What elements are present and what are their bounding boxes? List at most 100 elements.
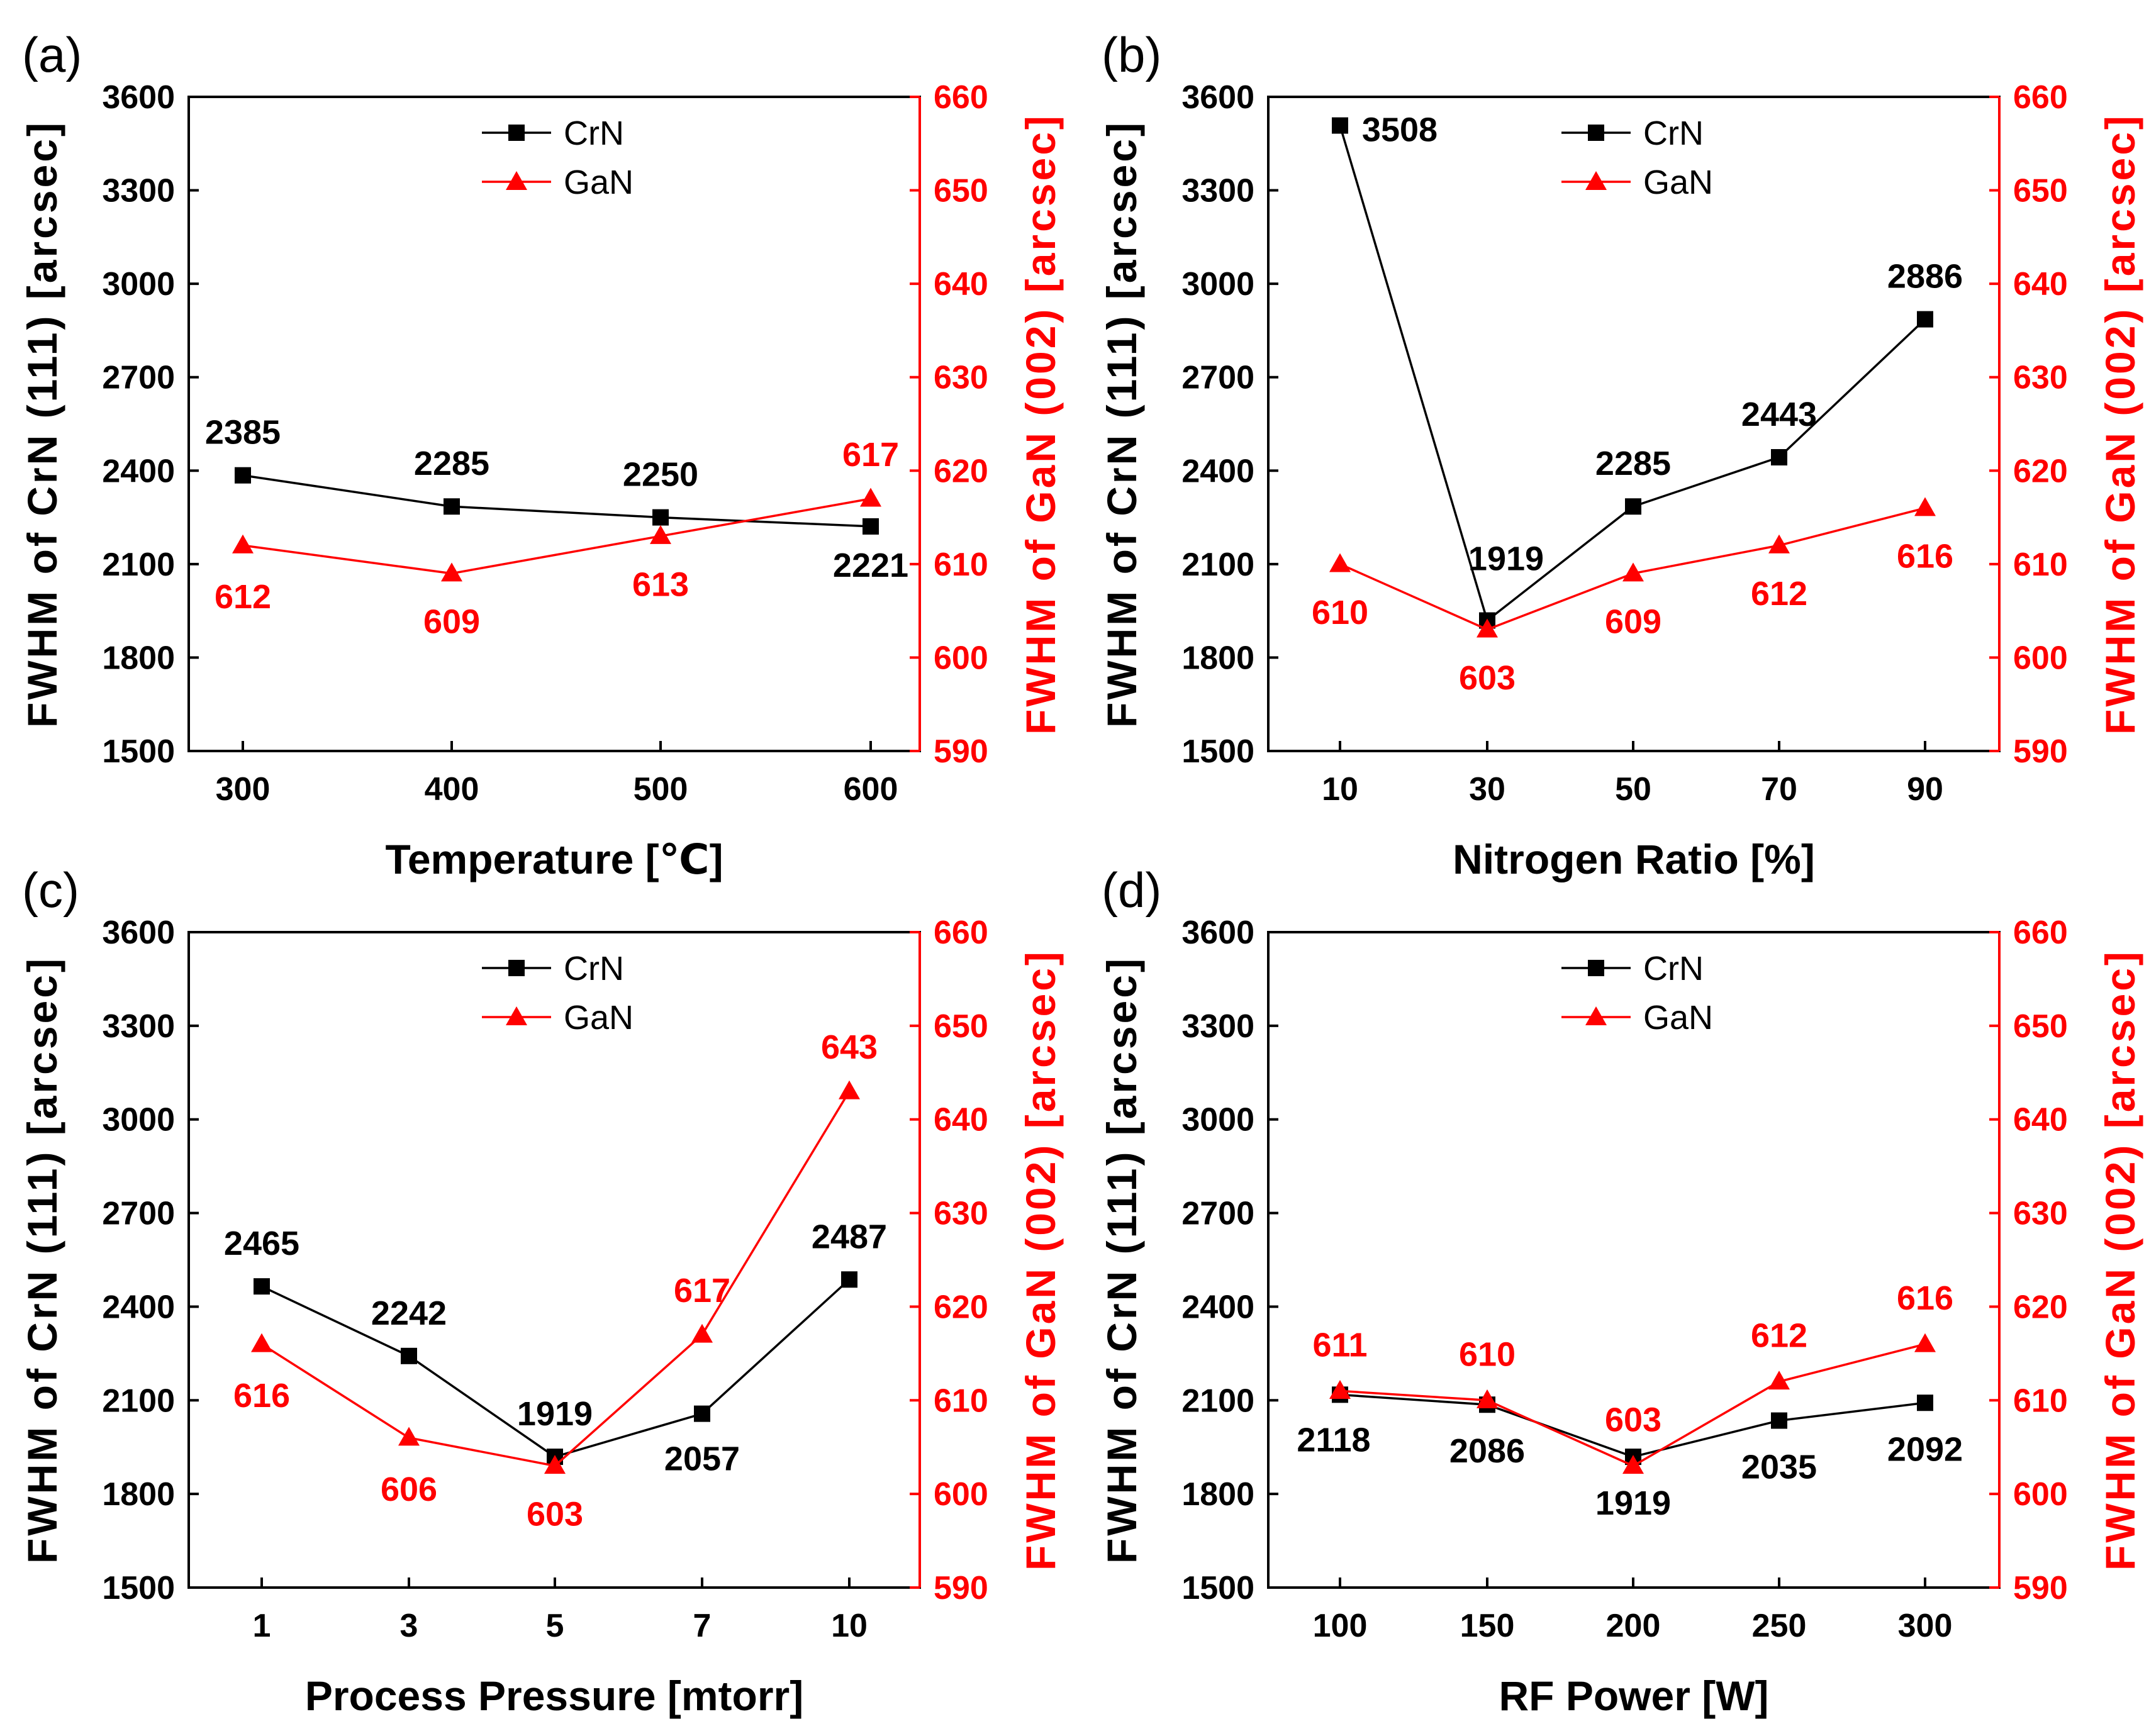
legend-marker-crn xyxy=(1588,125,1604,141)
left-tick-label: 2100 xyxy=(1181,547,1254,583)
left-tick-label: 3300 xyxy=(102,1008,175,1045)
legend-label-crn: CrN xyxy=(1643,950,1704,988)
gan-marker xyxy=(839,1080,860,1099)
right-tick-label: 610 xyxy=(934,547,988,583)
left-tick-label: 3300 xyxy=(1181,1008,1254,1045)
gan-marker xyxy=(1914,1333,1936,1352)
right-tick-label: 630 xyxy=(934,360,988,396)
data-label-crn: 3508 xyxy=(1362,111,1438,149)
crn-marker xyxy=(1625,498,1641,515)
left-tick-label: 2700 xyxy=(102,360,175,396)
x-tick-label: 600 xyxy=(844,771,898,808)
gan-marker xyxy=(1477,618,1498,638)
left-tick-label: 1500 xyxy=(1181,733,1254,770)
data-label-crn: 2285 xyxy=(1595,445,1671,482)
legend-marker-gan xyxy=(506,1006,527,1025)
data-label-crn: 1919 xyxy=(1595,1484,1671,1522)
data-label-crn: 1919 xyxy=(517,1395,593,1433)
plot-frame xyxy=(1267,96,2001,752)
gan-marker xyxy=(650,525,671,544)
right-tick-label: 650 xyxy=(2013,1008,2068,1045)
data-label-crn: 2086 xyxy=(1449,1432,1525,1470)
right-axis-title: FWHM of GaN (002) [arcsec] xyxy=(1017,949,1064,1571)
right-tick-label: 600 xyxy=(2013,1476,2068,1513)
panel-label: (b) xyxy=(1102,27,1161,82)
right-tick-label: 630 xyxy=(2013,360,2068,396)
series-line-gan xyxy=(242,498,871,575)
right-tick-label: 610 xyxy=(2013,1383,2068,1419)
x-axis-title: Process Pressure [mtorr] xyxy=(305,1672,803,1719)
right-tick-label: 650 xyxy=(934,1008,988,1045)
data-label-gan: 616 xyxy=(233,1377,290,1415)
right-tick-label: 620 xyxy=(934,1289,988,1325)
left-tick-label: 3000 xyxy=(1181,1102,1254,1138)
right-tick-label: 630 xyxy=(934,1196,988,1232)
right-tick-label: 620 xyxy=(934,453,988,489)
legend-marker-gan xyxy=(506,171,527,190)
crn-marker xyxy=(1917,311,1933,328)
left-tick-label: 1800 xyxy=(1181,1476,1254,1513)
gan-marker xyxy=(1329,1380,1351,1399)
left-tick-label: 3000 xyxy=(102,266,175,303)
right-tick-label: 610 xyxy=(2013,547,2068,583)
left-axis-title: FWHM of CrN (111) [arcsec] xyxy=(19,120,65,728)
right-tick-label: 640 xyxy=(934,266,988,303)
data-label-gan: 609 xyxy=(423,603,480,641)
gan-marker xyxy=(1622,562,1644,582)
left-tick-label: 3000 xyxy=(1181,266,1254,303)
data-label-crn: 2035 xyxy=(1741,1449,1817,1486)
right-tick-label: 590 xyxy=(934,1570,988,1606)
crn-marker xyxy=(1332,117,1348,134)
data-label-gan: 603 xyxy=(1459,659,1516,697)
x-axis-title: Nitrogen Ratio [%] xyxy=(1453,836,1815,882)
x-tick-label: 150 xyxy=(1460,1608,1515,1644)
crn-marker xyxy=(863,518,879,535)
left-tick-label: 2100 xyxy=(102,1383,175,1419)
x-tick-label: 300 xyxy=(216,771,271,808)
x-tick-label: 200 xyxy=(1606,1608,1661,1644)
right-tick-label: 660 xyxy=(2013,915,2068,951)
series-line-crn xyxy=(1339,125,1926,623)
data-label-gan: 612 xyxy=(1751,575,1807,613)
legend-marker-gan xyxy=(1585,171,1607,190)
data-label-gan: 616 xyxy=(1897,1279,1953,1317)
legend-label-gan: GaN xyxy=(1643,164,1713,201)
legend-marker-crn xyxy=(508,125,525,141)
data-label-crn: 2385 xyxy=(205,414,281,452)
right-tick-label: 610 xyxy=(934,1383,988,1419)
right-axis-title: FWHM of GaN (002) [arcsec] xyxy=(2097,113,2143,735)
data-label-crn: 2242 xyxy=(371,1294,447,1332)
left-tick-label: 2400 xyxy=(1181,1289,1254,1325)
gan-marker xyxy=(1622,1455,1644,1474)
legend-label-crn: CrN xyxy=(564,114,624,152)
left-tick-label: 2700 xyxy=(102,1196,175,1232)
data-label-gan: 603 xyxy=(1605,1401,1661,1438)
crn-marker xyxy=(1917,1394,1933,1411)
right-tick-label: 600 xyxy=(934,640,988,676)
right-tick-label: 620 xyxy=(2013,1289,2068,1325)
panel-a: (a) 1500 1800 2100 2400 2700 3000 3300 3600 590 60… xyxy=(19,27,1064,882)
right-tick-label: 590 xyxy=(934,733,988,770)
x-tick-label: 7 xyxy=(693,1608,712,1644)
x-axis-title: RF Power [W] xyxy=(1499,1672,1769,1719)
left-tick-label: 2100 xyxy=(1181,1383,1254,1419)
data-label-gan: 612 xyxy=(1751,1317,1807,1355)
data-label-crn: 2487 xyxy=(812,1218,887,1255)
data-label-crn: 2221 xyxy=(833,547,908,584)
right-tick-label: 660 xyxy=(2013,79,2068,116)
left-tick-label: 3600 xyxy=(1181,915,1254,951)
data-label-gan: 617 xyxy=(674,1272,730,1310)
x-tick-label: 10 xyxy=(1322,771,1358,808)
legend-label-crn: CrN xyxy=(1643,114,1704,152)
x-axis-title: Temperature [℃] xyxy=(385,836,723,882)
data-label-gan: 603 xyxy=(527,1495,583,1533)
crn-marker xyxy=(1771,1412,1787,1429)
data-label-crn: 1919 xyxy=(1468,540,1544,577)
left-tick-label: 2400 xyxy=(102,453,175,489)
right-tick-label: 650 xyxy=(934,173,988,209)
right-tick-label: 650 xyxy=(2013,173,2068,209)
left-tick-label: 2700 xyxy=(1181,1196,1254,1232)
data-label-gan: 643 xyxy=(821,1028,878,1066)
right-tick-label: 630 xyxy=(2013,1196,2068,1232)
gan-marker xyxy=(232,534,254,554)
